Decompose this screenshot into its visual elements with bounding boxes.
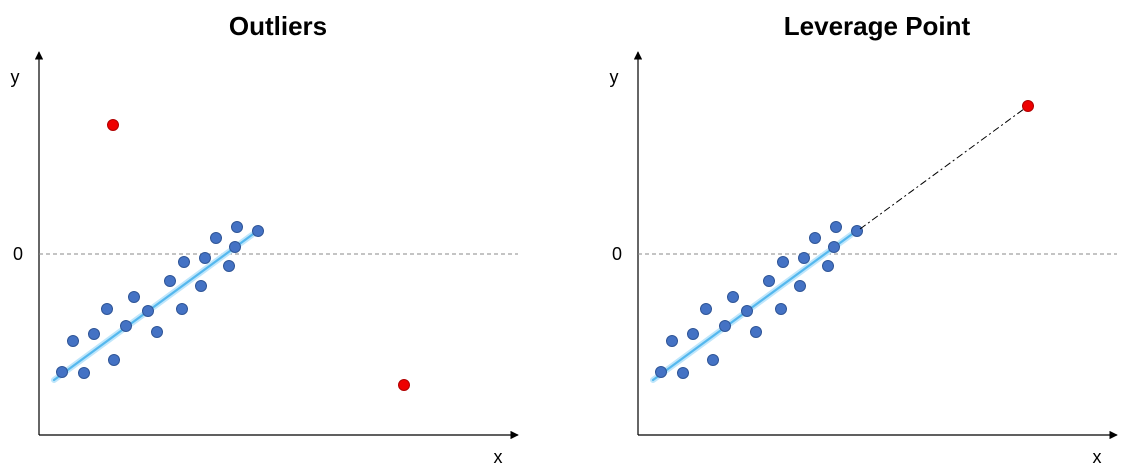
data-point xyxy=(195,280,207,292)
data-point xyxy=(700,303,712,315)
data-point xyxy=(108,354,120,366)
data-point xyxy=(199,252,211,264)
panel: Leverage Point 0 y x xyxy=(610,11,1118,467)
data-point xyxy=(828,241,840,253)
data-point xyxy=(120,320,132,332)
data-point xyxy=(229,241,241,253)
data-point xyxy=(707,354,719,366)
data-point xyxy=(809,232,821,244)
y-label: y xyxy=(610,67,619,87)
data-point xyxy=(128,291,140,303)
data-point xyxy=(750,326,762,338)
data-point xyxy=(88,328,100,340)
data-point xyxy=(775,303,787,315)
zero-label: 0 xyxy=(612,244,622,264)
outlier-point xyxy=(398,379,410,391)
data-point xyxy=(223,260,235,272)
data-point xyxy=(798,252,810,264)
outlier-point xyxy=(107,119,119,131)
data-point xyxy=(687,328,699,340)
data-point xyxy=(252,225,264,237)
data-point xyxy=(231,221,243,233)
data-point xyxy=(741,305,753,317)
data-point xyxy=(178,256,190,268)
data-point xyxy=(655,366,667,378)
fit-line xyxy=(52,227,262,382)
data-point xyxy=(727,291,739,303)
data-point xyxy=(677,367,689,379)
data-point xyxy=(822,260,834,272)
data-point xyxy=(164,275,176,287)
data-point xyxy=(666,335,678,347)
data-point xyxy=(78,367,90,379)
x-label: x xyxy=(494,447,503,467)
panel-title: Outliers xyxy=(229,11,327,41)
panel: Outliers 0 y x xyxy=(11,11,519,467)
zero-label: 0 xyxy=(13,244,23,264)
data-point xyxy=(67,335,79,347)
data-point xyxy=(830,221,842,233)
panel-title: Leverage Point xyxy=(784,11,971,41)
data-point xyxy=(763,275,775,287)
data-point xyxy=(794,280,806,292)
y-label: y xyxy=(11,67,20,87)
x-label: x xyxy=(1093,447,1102,467)
data-point xyxy=(851,225,863,237)
extension-line xyxy=(859,105,1029,230)
data-point xyxy=(142,305,154,317)
data-point xyxy=(176,303,188,315)
data-point xyxy=(210,232,222,244)
leverage-point xyxy=(1022,100,1034,112)
fit-line xyxy=(651,227,861,382)
data-point xyxy=(719,320,731,332)
data-point xyxy=(777,256,789,268)
data-point xyxy=(101,303,113,315)
data-point xyxy=(151,326,163,338)
data-point xyxy=(56,366,68,378)
